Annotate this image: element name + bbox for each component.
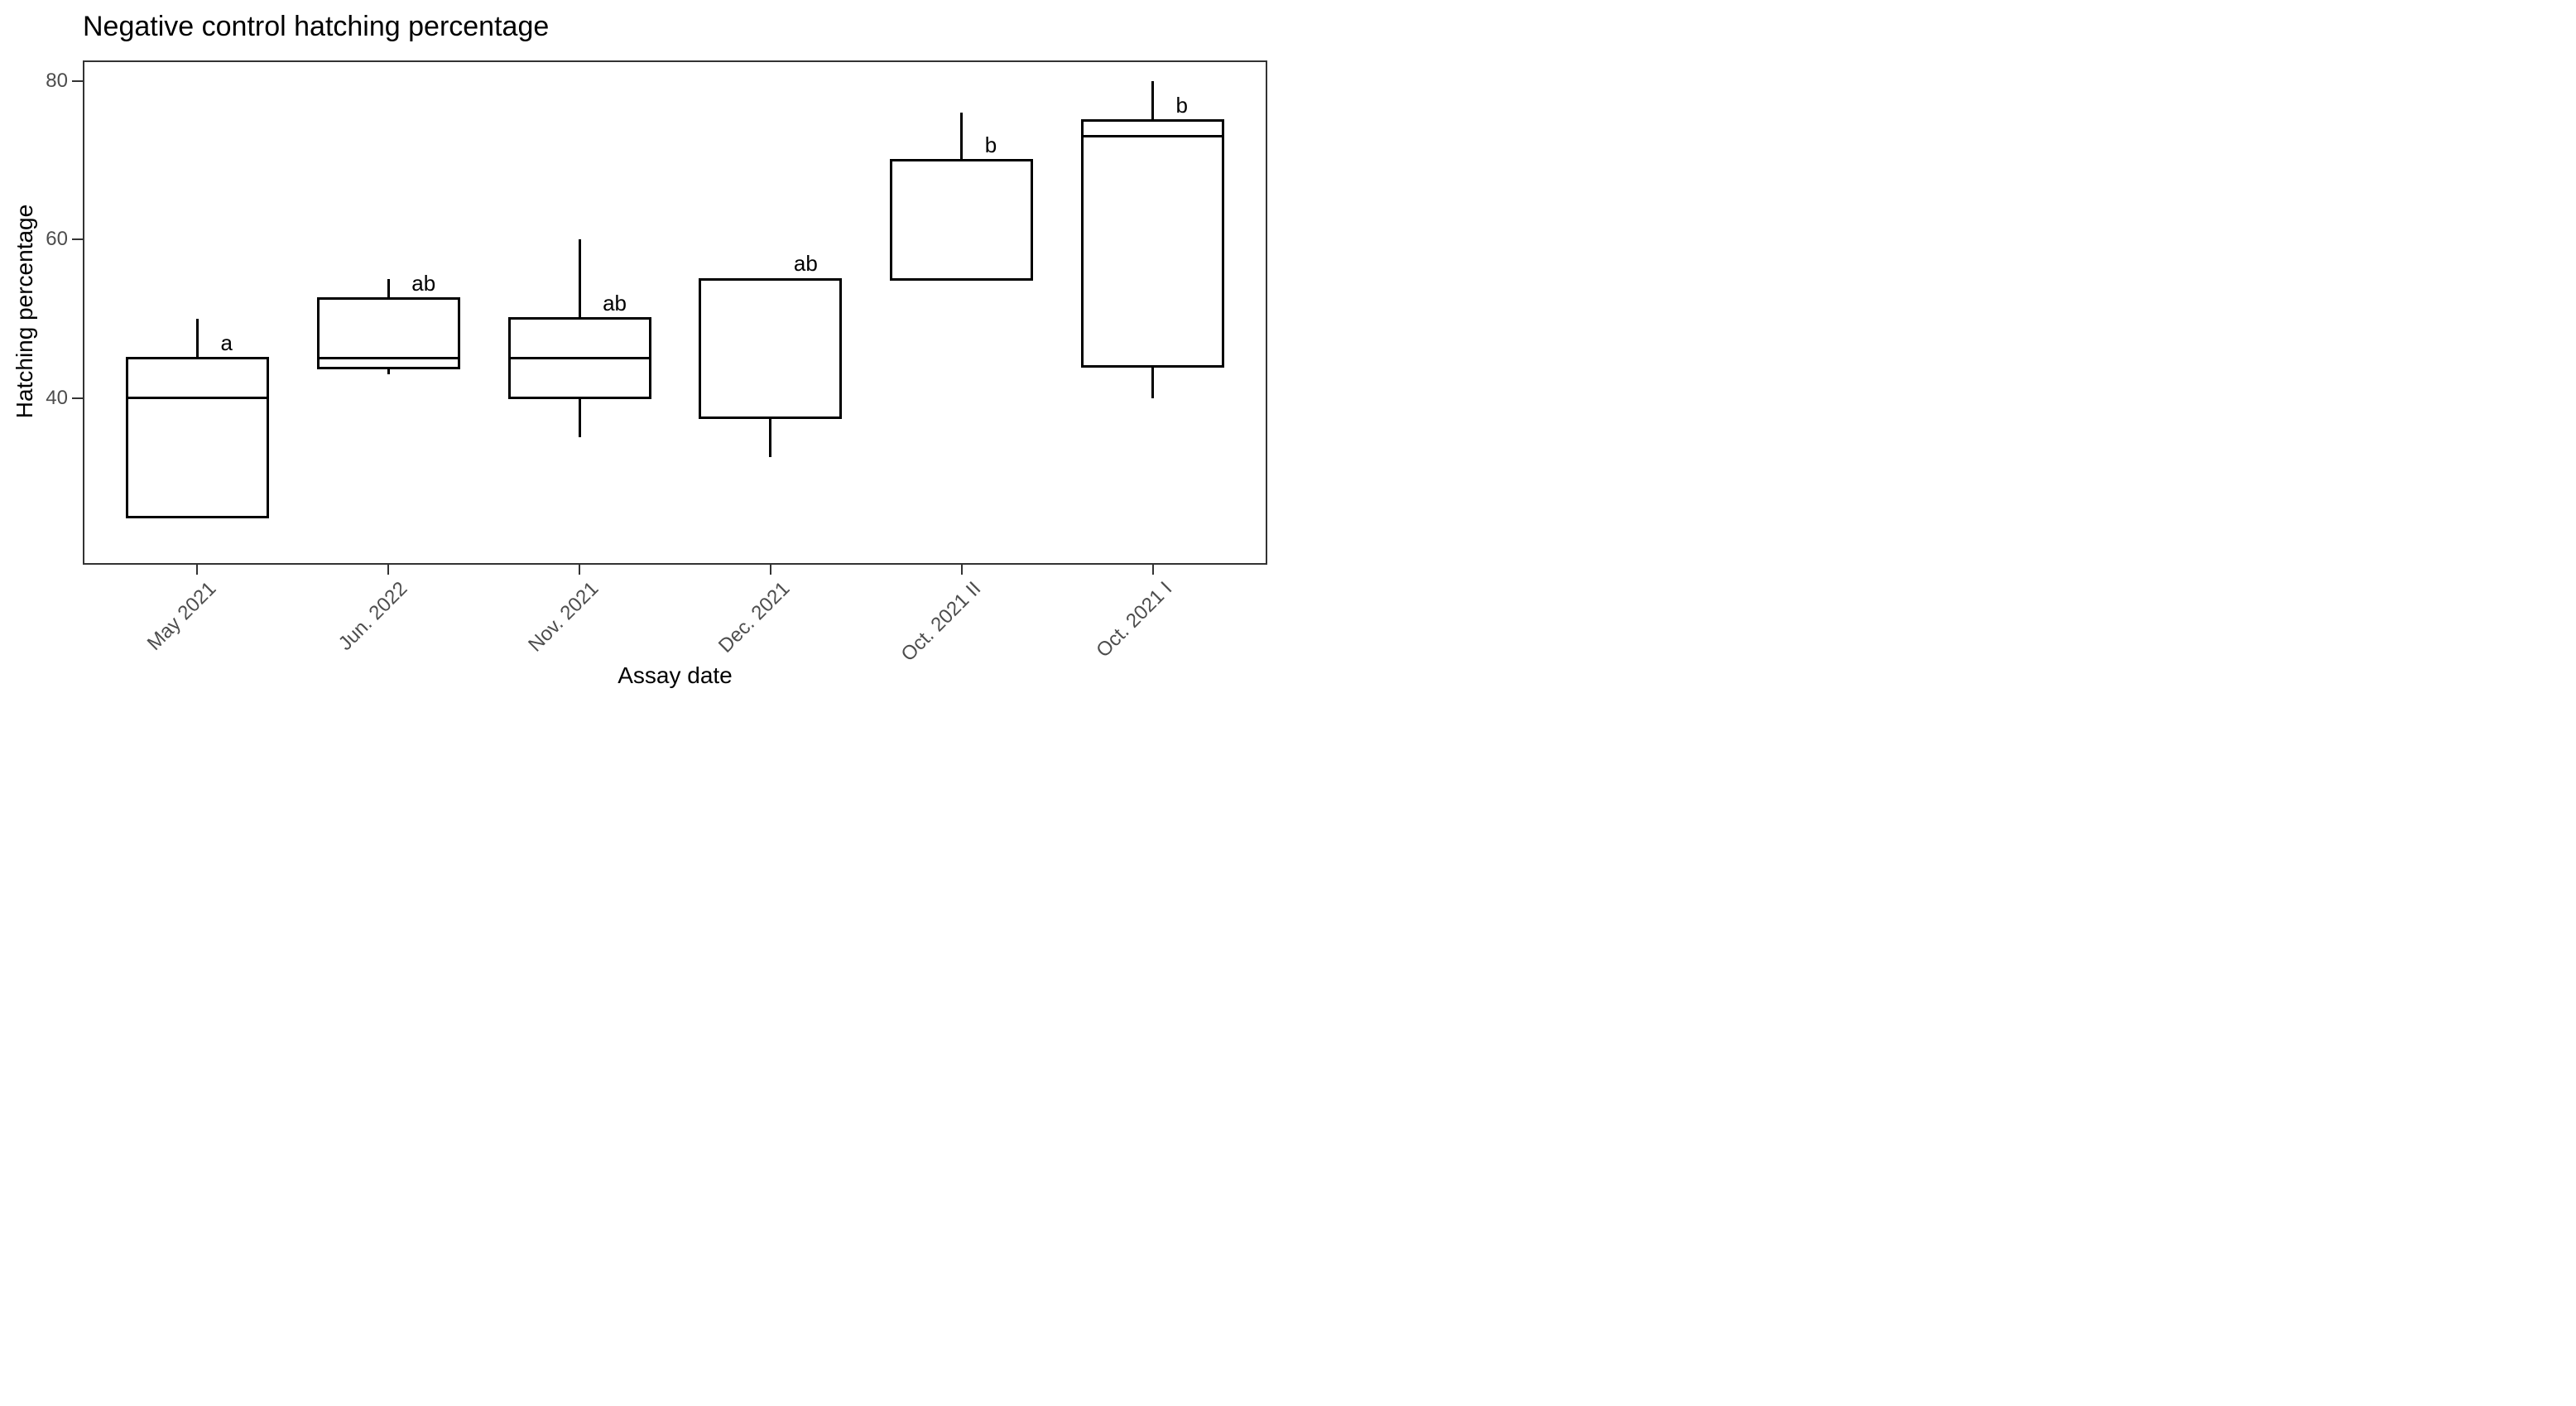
y-tick-mark [72, 79, 83, 82]
x-tick-mark [579, 565, 581, 575]
x-tick-label: May 2021 [143, 577, 221, 655]
significance-letter: b [1175, 92, 1188, 118]
median-line [699, 417, 843, 419]
significance-letter: ab [793, 251, 818, 277]
plot-title: Negative control hatching percentage [83, 11, 550, 42]
upper-whisker [578, 239, 581, 319]
median-line [125, 397, 270, 400]
plot-panel [83, 60, 1267, 565]
upper-whisker [195, 318, 199, 359]
median-line [1080, 135, 1225, 138]
lower-whisker [578, 397, 581, 438]
x-tick-label: Jun. 2022 [334, 577, 412, 655]
median-line [890, 277, 1034, 281]
y-tick-mark [72, 397, 83, 399]
lower-whisker [1151, 366, 1155, 398]
x-tick-label: Dec. 2021 [714, 577, 795, 657]
x-tick-label: Nov. 2021 [524, 577, 603, 657]
x-tick-mark [960, 565, 963, 575]
x-tick-mark [769, 565, 771, 575]
upper-whisker [960, 113, 964, 161]
upper-whisker [387, 279, 390, 299]
y-axis-title: Hatching percentage [12, 204, 37, 419]
box-iqr [125, 357, 270, 518]
x-tick-mark [1151, 565, 1154, 575]
box-iqr [890, 159, 1034, 281]
x-tick-mark [196, 565, 199, 575]
lower-whisker [769, 417, 772, 458]
x-tick-label: Oct. 2021 I [1091, 577, 1176, 662]
upper-whisker [1151, 80, 1155, 121]
significance-letter: a [220, 330, 233, 355]
y-tick-label: 40 [46, 386, 68, 409]
lower-whisker [387, 368, 390, 374]
median-line [507, 357, 651, 360]
significance-letter: ab [411, 270, 436, 296]
significance-letter: ab [603, 290, 627, 315]
box-iqr [1080, 119, 1225, 368]
boxplot-figure: Negative control hatching percentage Hat… [0, 0, 1288, 703]
x-tick-mark [387, 565, 390, 575]
y-tick-label: 60 [46, 228, 68, 251]
x-axis-title: Assay date [618, 662, 733, 688]
y-tick-label: 80 [46, 69, 68, 92]
x-tick-label: Oct. 2021 II [896, 577, 986, 667]
median-line [316, 357, 460, 360]
y-tick-mark [72, 238, 83, 241]
significance-letter: b [984, 132, 997, 157]
box-iqr [699, 277, 843, 419]
